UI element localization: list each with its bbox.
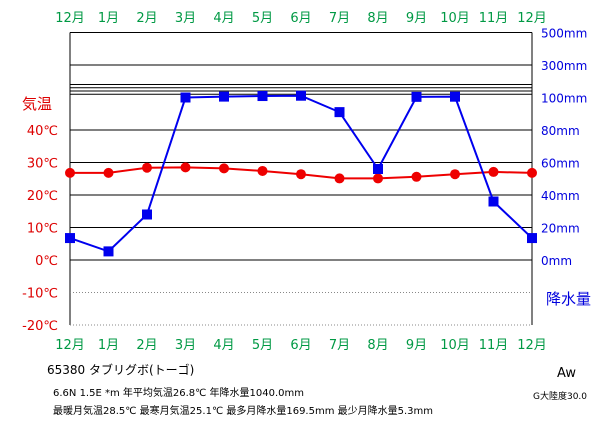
temperature-point (488, 166, 499, 177)
temperature-point (411, 171, 422, 182)
month-label: 12月 (517, 338, 547, 353)
temp-tick-label: 0℃ (35, 254, 58, 269)
month-label: 2月 (136, 11, 157, 26)
temperature-point (450, 169, 460, 180)
temperature-point (142, 162, 152, 173)
temperature-point (257, 165, 268, 176)
precip-tick-label: 100mm (541, 92, 587, 106)
temperature-point (334, 173, 345, 184)
precipitation-tick-labels: 500mm 300mm 100mm 80mm 60mm 40mm 20mm 0mm (541, 27, 587, 269)
precip-tick-label: 500mm (541, 27, 587, 41)
precipitation-axis-label: 降水量 (546, 290, 591, 308)
precip-tick-label: 40mm (541, 189, 580, 203)
month-label: 7月 (329, 11, 350, 26)
month-label: 12月 (517, 11, 547, 26)
month-label: 12月 (55, 11, 85, 26)
temperature-axis-label: 気温 (22, 95, 52, 113)
continentality-index: G大陸度30.0 (533, 392, 588, 402)
month-label: 12月 (55, 338, 85, 353)
month-label: 5月 (252, 11, 273, 26)
precipitation-point (296, 90, 306, 101)
temp-tick-label: 30℃ (27, 157, 58, 172)
month-label: 8月 (367, 338, 388, 353)
temperature-point (296, 169, 306, 180)
month-label: 2月 (136, 338, 157, 353)
month-label: 4月 (213, 338, 234, 353)
month-label: 11月 (479, 11, 509, 26)
month-label: 4月 (213, 11, 234, 26)
precipitation-point (65, 233, 75, 244)
top-month-labels: 12月 1月 2月 3月 4月 5月 6月 7月 8月 9月 10月 11月 12月 (55, 11, 547, 26)
precipitation-point (373, 164, 383, 174)
temperature-point (527, 167, 537, 178)
month-label: 6月 (290, 338, 311, 353)
month-label: 1月 (98, 11, 119, 26)
temp-tick-label: 20℃ (27, 189, 58, 204)
month-label: 6月 (290, 11, 311, 26)
temperature-point (219, 163, 229, 174)
precipitation-point (488, 196, 499, 207)
month-label: 10月 (440, 11, 470, 26)
precipitation-point (411, 91, 422, 102)
month-label: 8月 (367, 11, 388, 26)
precip-tick-label: 80mm (541, 124, 580, 138)
temp-tick-label: -20℃ (22, 319, 58, 334)
temperature-point (65, 167, 75, 178)
temp-tick-label: 40℃ (27, 124, 58, 139)
precipitation-point (450, 91, 460, 102)
month-label: 3月 (175, 11, 196, 26)
temperature-point (103, 167, 114, 178)
precipitation-point (142, 209, 152, 220)
precipitation-point (527, 233, 537, 244)
bottom-month-labels: 12月 1月 2月 3月 4月 5月 6月 7月 8月 9月 10月 11月 12月 (55, 338, 547, 353)
station-summary-line1: 6.6N 1.5E *m 年平均気温26.8℃ 年降水量1040.0mm (53, 388, 305, 399)
precipitation-point (219, 91, 229, 102)
precip-tick-label: 20mm (541, 222, 580, 236)
month-label: 5月 (252, 338, 273, 353)
precipitation-point (334, 107, 345, 118)
precipitation-point (257, 91, 268, 102)
climate-code: Aw (557, 366, 576, 381)
precipitation-point (180, 92, 191, 103)
precipitation-point (103, 246, 114, 257)
temp-tick-label: 10℃ (27, 222, 58, 237)
month-label: 3月 (175, 338, 196, 353)
month-label: 7月 (329, 338, 350, 353)
month-label: 9月 (406, 338, 427, 353)
precip-tick-label: 300mm (541, 59, 587, 73)
chart-grid (69, 32, 533, 326)
temp-tick-label: -10℃ (22, 287, 58, 302)
station-summary-line2: 最暖月気温28.5℃ 最寒月気温25.1℃ 最多月降水量169.5mm 最少月降… (53, 406, 434, 417)
month-label: 10月 (440, 338, 470, 353)
temperature-point (180, 162, 191, 173)
precip-tick-label: 0mm (541, 254, 572, 268)
temperature-point (373, 173, 383, 184)
month-label: 9月 (406, 11, 427, 26)
precip-tick-label: 60mm (541, 157, 580, 171)
month-label: 11月 (479, 338, 509, 353)
series-markers (65, 90, 537, 257)
temperature-tick-labels: 40℃ 30℃ 20℃ 10℃ 0℃ -10℃ -20℃ (22, 124, 58, 334)
month-label: 1月 (98, 338, 119, 353)
station-name: 65380 タブリグボ(トーゴ) (47, 363, 195, 377)
